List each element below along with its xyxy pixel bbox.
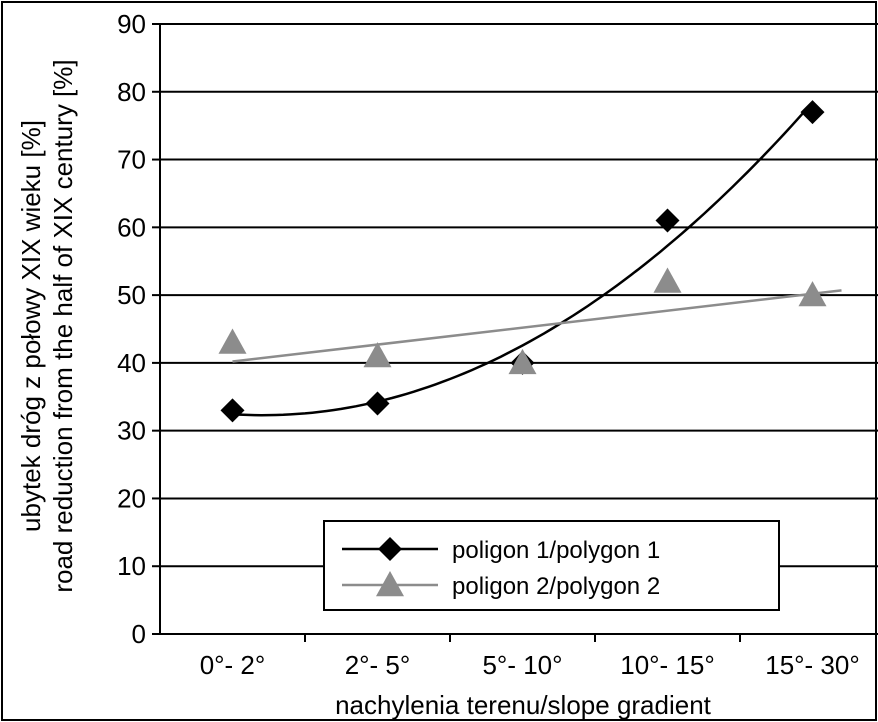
gridlines (160, 23, 878, 568)
legend: poligon 1/polygon 1 poligon 2/polygon 2 (323, 520, 780, 611)
y-tick-label-70: 70 (117, 145, 146, 175)
data-points (218, 100, 827, 423)
x-tick-label-1: 2°- 5° (345, 650, 411, 680)
point-series-2-0 (218, 328, 247, 354)
y-tick-label-90: 90 (117, 9, 146, 39)
axes (152, 23, 878, 642)
legend-marker-series-1 (378, 537, 402, 561)
point-series-1-4 (800, 100, 825, 125)
point-series-2-3 (653, 267, 682, 293)
y-tick-label-30: 30 (117, 416, 146, 446)
point-series-1-3 (655, 208, 680, 233)
trendline-series-2 (232, 289, 842, 363)
x-tick-labels: 0°- 2° 2°- 5° 5°- 10° 10°- 15° 15°- 30° (200, 650, 860, 680)
x-tick-label-0: 0°- 2° (200, 650, 266, 680)
y-axis-title-line2: road reduction from the half of XIX cent… (48, 59, 78, 592)
y-tick-label-60: 60 (117, 212, 146, 242)
point-series-1-0 (220, 398, 245, 423)
y-tick-label-10: 10 (117, 551, 146, 581)
x-tick-label-3: 10°- 15° (620, 650, 715, 680)
point-series-1-1 (365, 391, 390, 416)
point-series-2-4 (798, 281, 827, 307)
y-tick-label-40: 40 (117, 348, 146, 378)
x-axis-title: nachylenia terenu/slope gradient (335, 690, 712, 720)
legend-label-series-2: poligon 2/polygon 2 (452, 573, 660, 600)
point-series-2-2 (508, 348, 537, 375)
point-series-2-1 (363, 342, 392, 368)
y-tick-labels: 0 10 20 30 40 50 60 70 80 90 (117, 9, 146, 649)
y-axis-title-line1: ubytek dróg z połowy XIX wieku [%] (16, 120, 46, 532)
legend-label-series-1: poligon 1/polygon 1 (452, 537, 660, 564)
trendlines (232, 101, 842, 417)
legend-marker-series-2 (376, 571, 404, 597)
x-tick-label-2: 5°- 10° (482, 650, 562, 680)
trendline-series-1 (232, 101, 814, 417)
y-tick-label-80: 80 (117, 77, 146, 107)
y-tick-label-50: 50 (117, 280, 146, 310)
y-tick-label-0: 0 (132, 619, 146, 649)
y-tick-label-20: 20 (117, 483, 146, 513)
x-tick-label-4: 15°- 30° (765, 650, 860, 680)
